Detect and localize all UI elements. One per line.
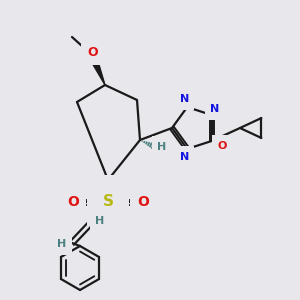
- Text: N: N: [180, 152, 189, 162]
- Text: N: N: [102, 182, 114, 196]
- Polygon shape: [88, 53, 105, 85]
- Text: O: O: [67, 195, 79, 209]
- Text: H: H: [95, 216, 105, 226]
- Text: N: N: [180, 94, 189, 104]
- Text: S: S: [103, 194, 113, 209]
- Text: O: O: [137, 195, 149, 209]
- Text: N: N: [210, 104, 219, 114]
- Text: O: O: [217, 141, 226, 151]
- Text: O: O: [88, 46, 98, 59]
- Text: H: H: [158, 142, 166, 152]
- Text: H: H: [57, 239, 67, 249]
